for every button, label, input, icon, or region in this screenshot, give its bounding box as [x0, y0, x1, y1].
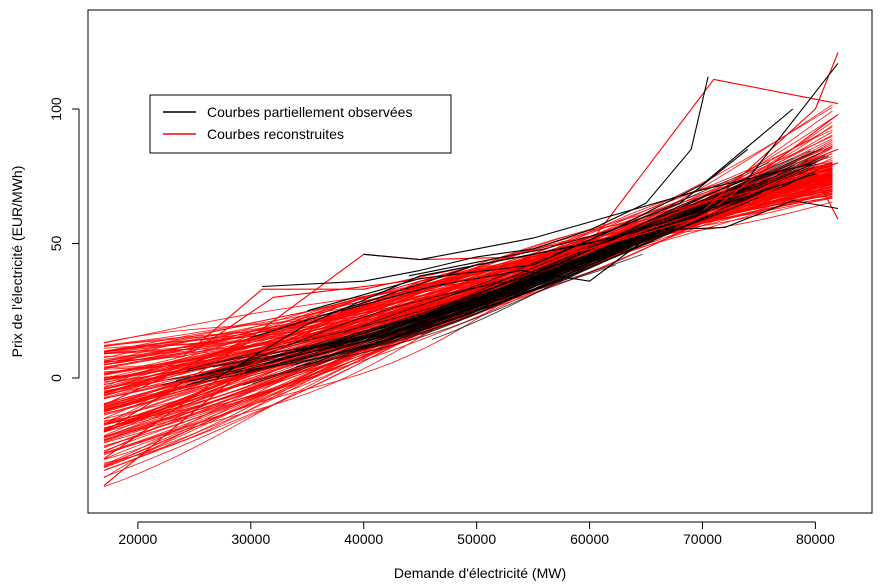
observed-curve-band: [413, 225, 651, 328]
x-axis: 20000 30000 40000 50000 60000 70000 80000: [118, 521, 835, 547]
observed-curve-band: [338, 170, 780, 348]
x-tick-label: 80000: [796, 531, 835, 547]
y-tick-label: 100: [48, 97, 64, 121]
plot-frame: [87, 9, 873, 514]
observed-curve-band: [293, 246, 634, 365]
y-tick-label: 50: [48, 236, 64, 252]
legend-label-reconstructed: Courbes reconstruites: [207, 126, 344, 142]
legend: Courbes partiellement observées Courbes …: [149, 94, 452, 154]
observed-curve-band: [286, 171, 813, 374]
x-axis-title: Demande d'électricité (MW): [394, 565, 566, 581]
y-tick-label: 0: [48, 374, 64, 382]
x-tick-label: 30000: [231, 531, 270, 547]
reconstructed-curve-band: [103, 191, 833, 390]
reconstructed-curve-band: [103, 121, 833, 349]
observed-curve: [262, 76, 709, 288]
observed-curve-band: [212, 147, 823, 368]
legend-box: [149, 94, 452, 154]
observed-curve-band: [324, 222, 681, 358]
reconstructed-curve-band: [103, 185, 833, 468]
curves-layer: [103, 52, 839, 488]
observed-curve-band: [167, 164, 812, 380]
x-tick-label: 40000: [344, 531, 383, 547]
observed-curve-band: [290, 163, 817, 366]
y-axis-title: Prix de l'électricité (EUR/MWh): [9, 166, 25, 358]
reconstructed-curve: [103, 162, 839, 406]
x-tick-label: 70000: [683, 531, 722, 547]
observed-curve-band: [361, 225, 667, 351]
x-tick-label: 50000: [457, 531, 496, 547]
observed-curve: [250, 173, 816, 339]
observed-curve: [340, 199, 839, 312]
observed-curve: [307, 108, 794, 312]
reconstructed-curve: [103, 148, 839, 363]
observed-curve: [363, 162, 816, 261]
observed-curve-band: [296, 262, 602, 367]
reconstructed-curve: [103, 175, 839, 460]
x-tick-label: 60000: [570, 531, 609, 547]
x-tick-label: 20000: [118, 531, 157, 547]
legend-label-observed: Courbes partiellement observées: [207, 104, 412, 120]
y-axis: 0 50 100: [48, 97, 80, 382]
observed-curve: [408, 148, 749, 277]
reconstructed-curve-band: [103, 197, 833, 359]
observed-curve-band: [209, 189, 718, 365]
